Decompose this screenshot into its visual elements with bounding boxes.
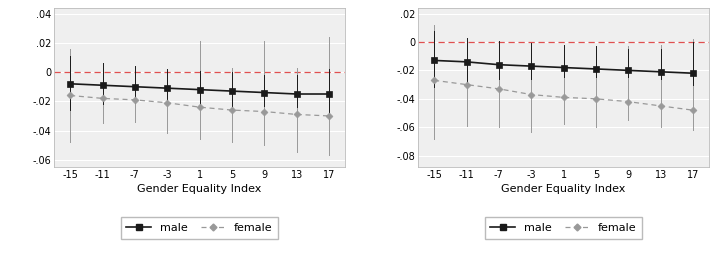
female (260, 110, 269, 113)
Line: male: male (431, 57, 696, 76)
female (195, 106, 204, 109)
female (228, 109, 236, 112)
male (495, 63, 503, 66)
female (495, 87, 503, 90)
X-axis label: Gender Equality Index: Gender Equality Index (138, 184, 262, 194)
male (559, 66, 568, 69)
female (66, 94, 74, 97)
male (195, 88, 204, 91)
male (163, 87, 171, 90)
female (292, 113, 301, 116)
Line: female: female (432, 78, 696, 112)
female (689, 109, 698, 112)
male (325, 92, 333, 96)
female (462, 83, 471, 86)
male (98, 84, 107, 87)
male (592, 67, 600, 70)
male (130, 85, 139, 88)
male (689, 72, 698, 75)
male (430, 59, 438, 62)
male (462, 60, 471, 63)
Line: female: female (68, 93, 331, 118)
female (163, 101, 171, 104)
female (430, 79, 438, 82)
female (130, 98, 139, 102)
male (66, 82, 74, 85)
female (559, 96, 568, 99)
female (98, 97, 107, 100)
female (657, 104, 665, 108)
Line: male: male (67, 81, 332, 97)
male (624, 69, 633, 72)
female (325, 114, 333, 117)
male (292, 92, 301, 96)
male (527, 64, 536, 68)
female (592, 97, 600, 100)
Legend: male, female: male, female (121, 217, 279, 239)
female (624, 100, 633, 103)
Legend: male, female: male, female (485, 217, 642, 239)
X-axis label: Gender Equality Index: Gender Equality Index (501, 184, 626, 194)
male (657, 70, 665, 73)
female (527, 93, 536, 96)
male (260, 91, 269, 94)
male (228, 90, 236, 93)
